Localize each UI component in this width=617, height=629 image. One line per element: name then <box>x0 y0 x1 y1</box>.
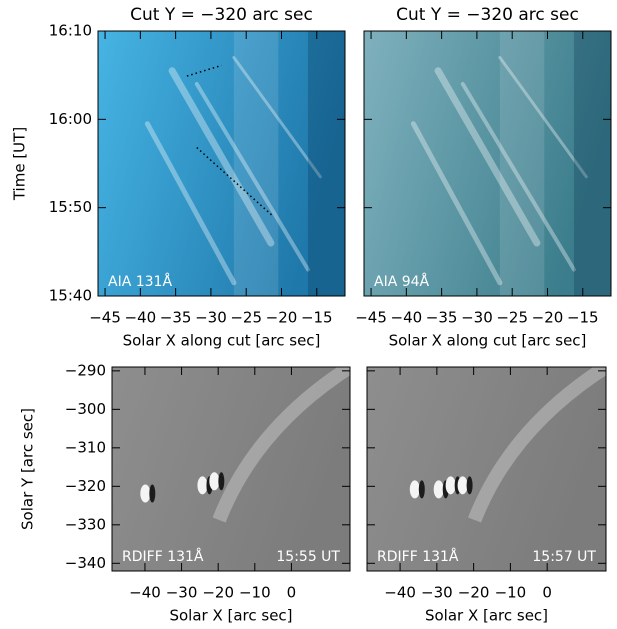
x-tick-label: −30 <box>195 309 227 327</box>
plot-frame <box>111 366 351 572</box>
bright-blob <box>409 480 420 499</box>
y-tick-label: 15:40 <box>49 287 92 305</box>
bright-blob <box>445 476 456 495</box>
streak <box>434 67 541 247</box>
bright-blob <box>140 484 151 503</box>
x-tick-label: −45 <box>89 309 121 327</box>
streak <box>232 56 322 179</box>
x-axis-label: Solar X along cut [arc sec] <box>123 332 321 350</box>
panel-annotation: RDIFF 131Å <box>377 548 459 565</box>
plot-frame <box>363 30 612 297</box>
image <box>98 31 345 296</box>
loop-feature <box>212 367 350 523</box>
y-tick-label: −290 <box>65 361 106 379</box>
y-tick-label: −300 <box>65 400 106 418</box>
x-tick-label: 0 <box>287 584 297 602</box>
x-tick-label: −35 <box>426 309 458 327</box>
plot-frame <box>97 30 346 297</box>
dark-blob <box>466 476 473 495</box>
dark-blob <box>418 480 425 499</box>
x-tick-label: −30 <box>461 309 493 327</box>
image <box>364 31 611 296</box>
streak <box>144 121 237 286</box>
dark-edge <box>307 31 345 296</box>
x-tick-label: −40 <box>384 584 416 602</box>
streak <box>498 56 588 179</box>
x-axis-label: Solar X [arc sec] <box>425 607 548 625</box>
x-tick-label: −30 <box>421 584 453 602</box>
bright-band <box>233 31 279 296</box>
streak <box>460 82 576 272</box>
x-axis-label: Solar X [arc sec] <box>169 607 292 625</box>
x-tick-label: −40 <box>125 309 157 327</box>
panel-annotation: AIA 131Å <box>108 273 172 290</box>
y-tick-label: 16:10 <box>49 22 92 40</box>
x-tick-label: −30 <box>166 584 198 602</box>
y-axis-label: Solar Y [arc sec] <box>19 408 37 530</box>
bright-blob <box>457 476 468 495</box>
bright-band <box>499 31 545 296</box>
x-axis-label: Solar X along cut [arc sec] <box>389 332 587 350</box>
y-tick-label: −320 <box>65 477 106 495</box>
y-tick-label: 16:00 <box>49 110 92 128</box>
panel-annotation: RDIFF 131Å <box>122 548 204 565</box>
panel-annotation: 15:57 UT <box>532 549 596 565</box>
image-panel <box>367 367 606 571</box>
dotted-guide <box>196 147 274 218</box>
x-tick-label: −25 <box>230 309 262 327</box>
streak <box>168 67 275 247</box>
bright-blob <box>209 472 220 491</box>
x-tick-label: −20 <box>532 309 564 327</box>
panel-annotation: 15:55 UT <box>276 549 340 565</box>
image-panel <box>364 31 611 296</box>
x-tick-label: −15 <box>301 309 333 327</box>
dotted-guide <box>186 64 222 77</box>
bright-blob <box>197 476 208 495</box>
x-tick-label: −25 <box>496 309 528 327</box>
y-tick-label: −330 <box>65 515 106 533</box>
x-tick-label: −40 <box>391 309 423 327</box>
x-tick-label: −40 <box>129 584 161 602</box>
dark-blob <box>218 472 225 491</box>
loop-feature <box>468 367 606 523</box>
x-tick-label: −15 <box>567 309 599 327</box>
panel-title: Cut Y = −320 arc sec <box>396 5 579 25</box>
bright-blob <box>433 480 444 499</box>
x-tick-label: −20 <box>202 584 234 602</box>
x-tick-label: 0 <box>542 584 552 602</box>
y-tick-label: −310 <box>65 438 106 456</box>
streak <box>194 82 310 272</box>
x-tick-label: −45 <box>355 309 387 327</box>
image-panel <box>98 31 345 296</box>
x-tick-label: −20 <box>458 584 490 602</box>
y-tick-label: 15:50 <box>49 198 92 216</box>
image-panel <box>112 367 350 571</box>
dark-edge <box>573 31 611 296</box>
plot-frame <box>366 366 607 572</box>
panel-title: Cut Y = −320 arc sec <box>130 5 313 25</box>
streak <box>410 121 503 286</box>
x-tick-label: −10 <box>495 584 527 602</box>
dark-blob <box>149 484 156 503</box>
x-tick-label: −10 <box>239 584 271 602</box>
y-tick-label: −340 <box>65 554 106 572</box>
x-tick-label: −35 <box>160 309 192 327</box>
y-axis-label: Time [UT] <box>11 127 29 201</box>
x-tick-label: −20 <box>266 309 298 327</box>
panel-annotation: AIA 94Å <box>374 273 430 290</box>
